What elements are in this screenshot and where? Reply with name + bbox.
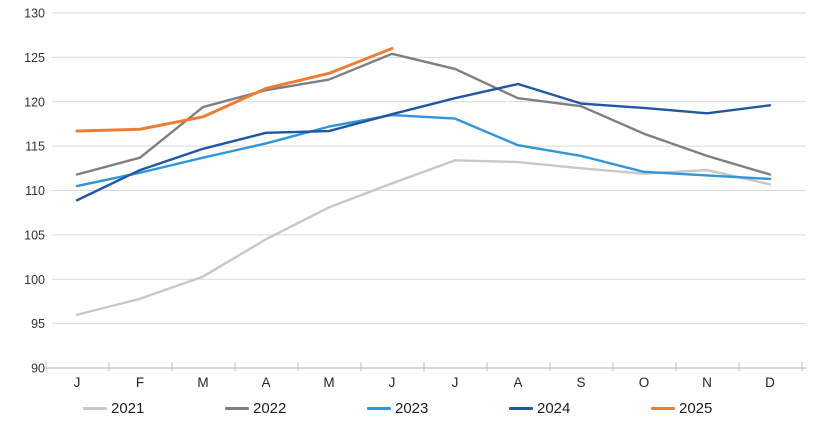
y-axis-label-105: 105: [24, 228, 45, 242]
x-axis-label-6-J: J: [389, 375, 396, 390]
series-line-2025: [75, 47, 394, 133]
plot-area: 90 95 100 105 110 115 120 125 130 J F M A M J J A S O N D: [24, 7, 806, 390]
x-axis-label-5-M: M: [323, 375, 334, 390]
y-axis-label-95: 95: [31, 317, 45, 331]
x-axis-label-10-O: O: [639, 375, 650, 390]
legend-swatch-2021: [83, 406, 107, 410]
y-axis-label-110: 110: [25, 184, 45, 198]
x-axis-label-2-F: F: [136, 375, 144, 390]
legend-label: 2024: [537, 399, 571, 417]
legend-item-2021: 2021: [83, 401, 149, 416]
legend-label: 2021: [111, 399, 145, 417]
series-line-2022: [75, 52, 772, 176]
legend-label: 2025: [679, 399, 713, 417]
y-axis-label-100: 100: [24, 273, 45, 287]
x-axis-label-12-D: D: [765, 375, 775, 390]
x-axis-label-11-N: N: [702, 375, 712, 390]
legend-item-2025: 2025: [651, 401, 717, 416]
legend-item-2022: 2022: [225, 401, 291, 416]
legend-item-2023: 2023: [367, 401, 433, 416]
legend-swatch-2022: [225, 406, 249, 410]
x-axis-label-3-M: M: [197, 375, 208, 390]
legend-item-2024: 2024: [509, 401, 575, 416]
x-axis-label-7-J: J: [452, 375, 459, 390]
y-axis-label-120: 120: [24, 95, 45, 109]
x-axis-label-1-J: J: [74, 375, 81, 390]
series-line-2021: [75, 159, 772, 316]
x-axis-label-8-A: A: [513, 375, 522, 390]
series-line-2023: [75, 113, 772, 188]
chart-legend: 2021 2022 2023 2024 2025: [0, 395, 820, 421]
y-axis-label-125: 125: [24, 51, 45, 65]
legend-swatch-2024: [509, 406, 533, 410]
legend-label: 2022: [253, 399, 287, 417]
x-axis-label-9-S: S: [576, 375, 585, 390]
legend-label: 2023: [395, 399, 429, 417]
series-line-2024: [75, 82, 772, 202]
x-axis-label-4-A: A: [261, 375, 270, 390]
legend-swatch-2025: [651, 406, 675, 410]
y-axis-label-130: 130: [24, 7, 45, 21]
y-axis-label-115: 115: [25, 140, 45, 154]
legend-swatch-2023: [367, 406, 391, 410]
y-axis-label-90: 90: [31, 362, 45, 376]
